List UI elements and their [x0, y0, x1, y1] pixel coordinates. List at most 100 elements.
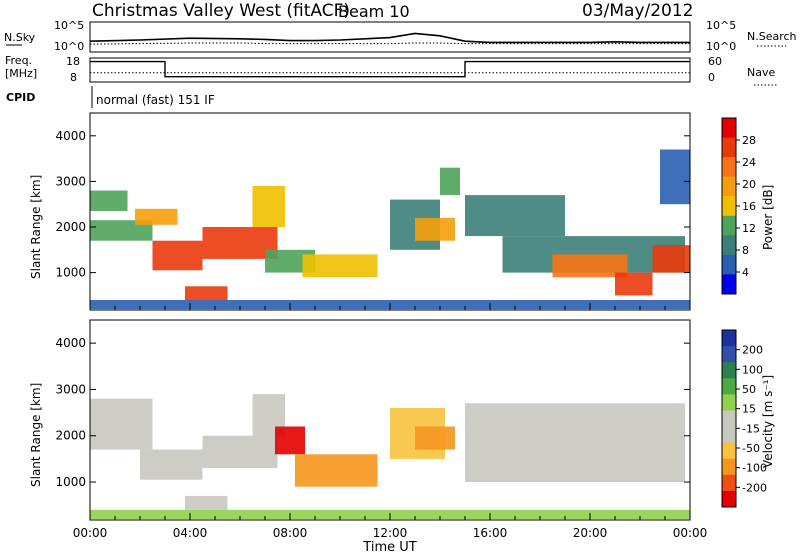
- power-cell-3: [152, 240, 203, 271]
- velocity-cell-3: [185, 495, 228, 510]
- power-colorbar-tick-6: 28: [742, 134, 756, 147]
- velocity-cell-2: [202, 435, 278, 469]
- power-y-axis: 1000 2000 3000 4000: [55, 129, 690, 280]
- time-axis-label: Time UT: [362, 540, 416, 554]
- velocity-colorbar-label: Velocity [m s⁻¹]: [761, 375, 775, 468]
- power-colorbar-swatch-0: [722, 118, 736, 139]
- velocity-cell-1: [140, 449, 203, 480]
- velocity-colorbar-swatch-8: [722, 458, 736, 476]
- nave-label: Nave: [747, 66, 775, 79]
- velocity-x-tick-5: 20:00: [573, 526, 608, 540]
- nsearch-series-line: [89, 42, 690, 45]
- cpid-text: normal (fast) 151 IF: [96, 93, 215, 107]
- velocity-y-axis-label: Slant Range [km]: [29, 383, 43, 487]
- velocity-colorbar-swatch-3: [722, 378, 736, 395]
- velocity-colorbar-swatch-5: [722, 410, 736, 428]
- frequency-series-line: [90, 60, 690, 78]
- velocity-colorbar-swatch-2: [722, 362, 736, 379]
- power-y-tick-3: 4000: [55, 129, 86, 143]
- velocity-cell-9: [465, 403, 685, 482]
- frequency-panel: Freq. [MHz] 18 8 Nave 60 0: [5, 54, 778, 86]
- power-cell-17: [660, 149, 690, 205]
- velocity-colorbar: 200 100 50 15 -15 -50 -100 -200 Velocity [m s⁻¹…: [721, 329, 775, 508]
- power-colorbar-swatch-3: [722, 176, 736, 197]
- power-cell-5: [185, 286, 228, 300]
- velocity-y-tick-3: 4000: [55, 336, 86, 350]
- noise-left-label: N.Sky: [4, 31, 36, 44]
- noise-left-tick-bottom: 10^0: [54, 40, 84, 53]
- power-colorbar-swatch-2: [722, 157, 736, 178]
- power-cell-10: [415, 217, 455, 241]
- freq-label: Freq.: [5, 54, 32, 67]
- velocity-x-tick-4: 16:00: [473, 526, 508, 540]
- nave-tick-bottom: 0: [708, 71, 715, 84]
- velocity-colorbar-swatch-1: [722, 346, 736, 363]
- velocity-y-tick-0: 1000: [55, 475, 86, 489]
- velocity-colorbar-swatch-10: [722, 490, 736, 508]
- velocity-colorbar-tick-3: 15: [742, 403, 756, 416]
- power-colorbar-tick-5: 24: [742, 156, 756, 169]
- freq-unit-label: [MHz]: [5, 67, 37, 80]
- power-y-tick-2: 3000: [55, 174, 86, 188]
- freq-tick-bottom: 8: [70, 71, 77, 84]
- velocity-cell-5: [275, 426, 305, 455]
- noise-right-tick-top: 10^5: [706, 19, 736, 32]
- noise-right-label: N.Search: [747, 30, 797, 43]
- power-colorbar-swatch-7: [722, 254, 736, 275]
- power-y-tick-1: 2000: [55, 220, 86, 234]
- noise-panel: N.Sky 10^5 10^0 N.Search 10^5 10^0: [4, 19, 797, 53]
- velocity-colorbar-tick-4: -15: [742, 422, 760, 435]
- power-colorbar-swatch-5: [722, 215, 736, 236]
- power-cell-8: [302, 254, 378, 278]
- velocity-x-tick-0: 00:00: [73, 526, 108, 540]
- power-cell-0: [90, 190, 128, 211]
- station-title: Christmas Valley West (fitACF): [92, 1, 350, 21]
- velocity-colorbar-ticks: 200 100 50 15 -15 -50 -100 -200: [736, 344, 767, 494]
- velocity-cell-8: [415, 426, 455, 450]
- velocity-panel: 1000 2000 3000 4000 00:00 04:00 08:00 12:00 16:…: [29, 319, 708, 540]
- power-colorbar-tick-0: 4: [742, 266, 749, 279]
- freq-tick-top: 18: [66, 55, 80, 68]
- power-cell-1: [90, 220, 153, 241]
- velocity-colorbar-swatch-4: [722, 394, 736, 411]
- velocity-x-tick-3: 12:00: [373, 526, 408, 540]
- power-colorbar-swatch-1: [722, 137, 736, 158]
- velocity-x-tick-1: 04:00: [173, 526, 208, 540]
- power-y-tick-0: 1000: [55, 266, 86, 280]
- power-cell-12: [465, 195, 565, 237]
- velocity-cell-6: [295, 454, 378, 487]
- power-cell-11: [440, 167, 460, 196]
- power-colorbar: 4 8 12 16 20 24 28 Power [dB]: [721, 117, 775, 295]
- power-colorbar-ticks: 4 8 12 16 20 24 28: [736, 134, 756, 279]
- velocity-x-axis: 00:00 04:00 08:00 12:00 16:00 20:00 00:00: [73, 513, 708, 540]
- power-x-axis: [89, 303, 691, 310]
- velocity-colorbar-tick-2: 50: [742, 383, 756, 396]
- power-colorbar-swatch-6: [722, 235, 736, 256]
- power-cell-15: [615, 272, 653, 296]
- power-colorbar-tick-3: 16: [742, 200, 756, 213]
- noise-left-tick-top: 10^5: [54, 19, 84, 32]
- power-colorbar-tick-1: 8: [742, 244, 749, 257]
- power-cell-16: [652, 245, 690, 273]
- velocity-cell-0: [90, 398, 153, 450]
- nsky-series-line: [89, 32, 690, 44]
- velocity-colorbar-tick-1: 100: [742, 363, 763, 376]
- velocity-colorbar-swatch-7: [722, 442, 736, 460]
- power-cell-6: [252, 186, 285, 227]
- velocity-colorbar-tick-7: -200: [742, 481, 767, 494]
- power-y-axis-label: Slant Range [km]: [29, 175, 43, 279]
- power-colorbar-tick-4: 20: [742, 178, 756, 191]
- noise-right-tick-bottom: 10^0: [706, 40, 736, 53]
- date-label: 03/May/2012: [582, 1, 694, 21]
- velocity-colorbar-swatch-6: [722, 426, 736, 444]
- power-colorbar-label: Power [dB]: [761, 185, 775, 250]
- nave-tick-top: 60: [708, 55, 722, 68]
- power-cell-2: [135, 208, 178, 225]
- velocity-colorbar-tick-0: 200: [742, 344, 763, 357]
- velocity-x-tick-6: 00:00: [673, 526, 708, 540]
- velocity-y-axis: 1000 2000 3000 4000: [55, 336, 690, 489]
- power-panel: 1000 2000 3000 4000 Slant Range [km]: [29, 112, 691, 311]
- velocity-colorbar-tick-6: -100: [742, 462, 767, 475]
- power-colorbar-swatch-4: [722, 196, 736, 217]
